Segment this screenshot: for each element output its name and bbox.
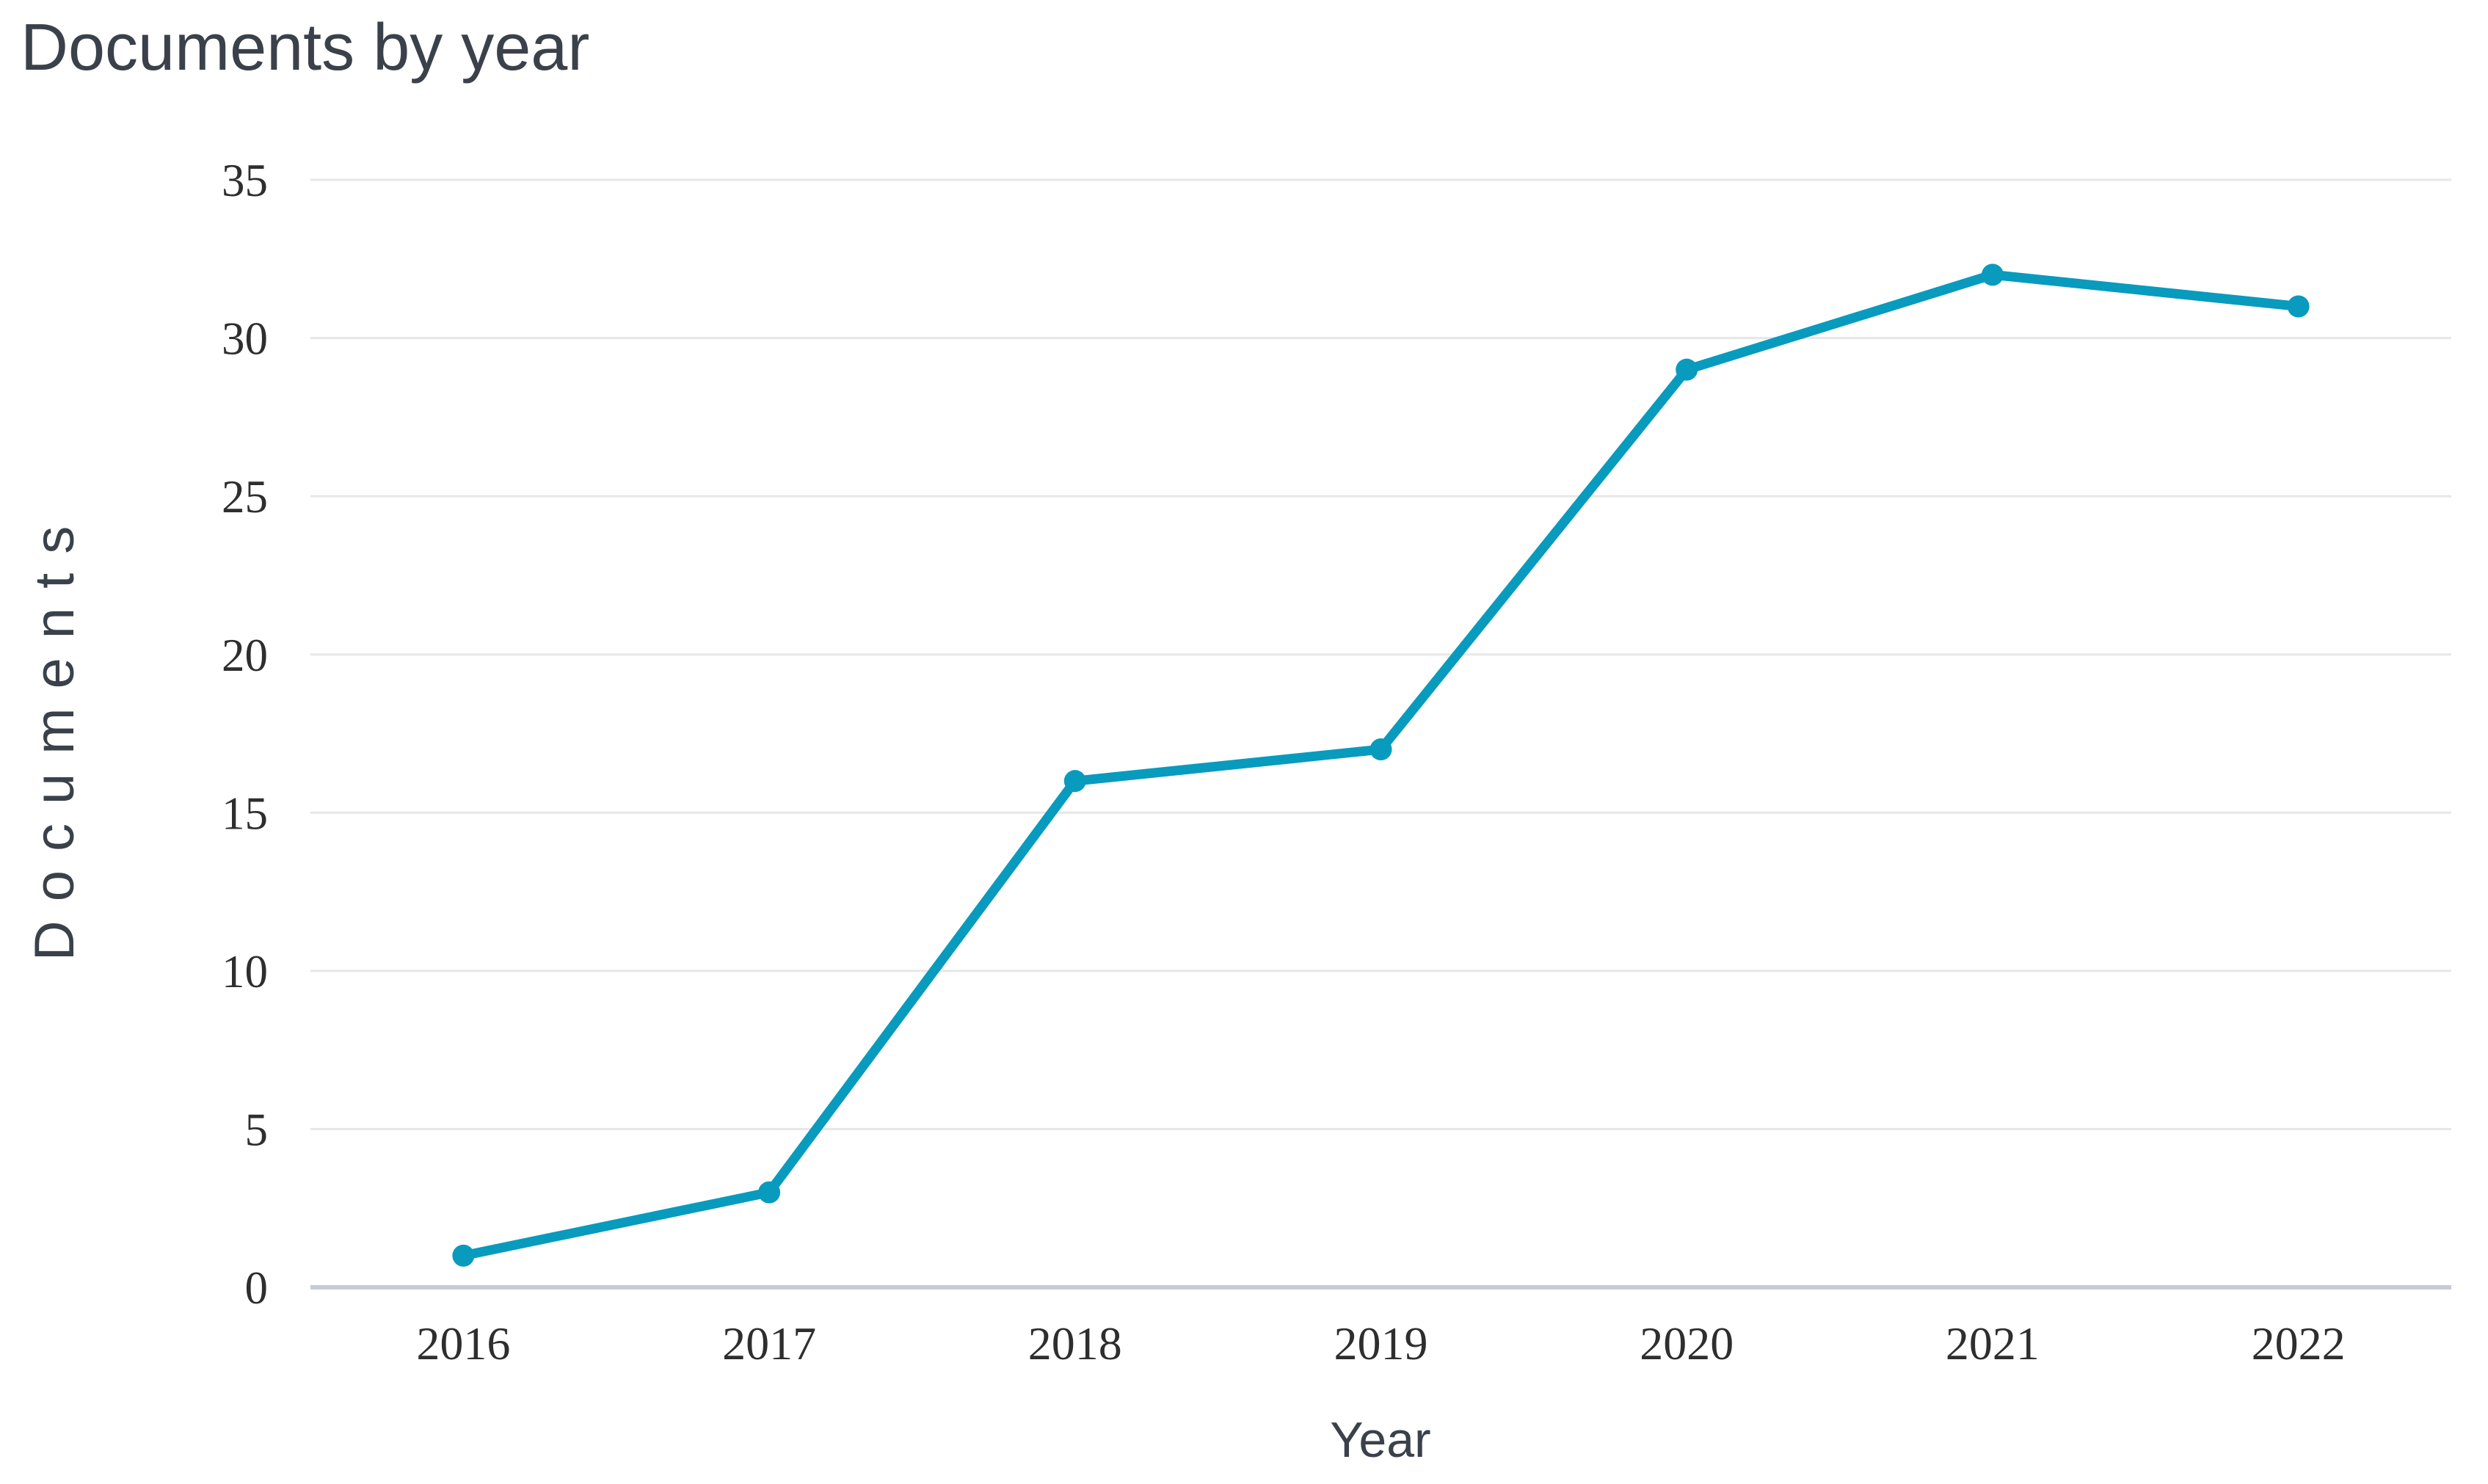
chart-title: Documents by year: [21, 11, 590, 84]
x-axis-title: Year: [1330, 1412, 1430, 1468]
y-axis-title: Documents: [23, 507, 86, 961]
x-tick-label-2019: 2019: [1334, 1317, 1428, 1370]
data-point-2018[interactable]: [1063, 770, 1086, 793]
y-tick-label-15: 15: [222, 788, 268, 839]
data-point-2020[interactable]: [1676, 358, 1698, 381]
data-point-2017[interactable]: [758, 1181, 781, 1204]
x-tick-label-2017: 2017: [722, 1317, 816, 1370]
y-axis-tick-labels: 0 5 10 15 20 25 30 35: [222, 155, 268, 1314]
x-tick-label-2016: 2016: [416, 1317, 510, 1370]
y-tick-label-5: 5: [245, 1104, 269, 1155]
data-point-2022[interactable]: [2287, 295, 2310, 318]
x-axis-tick-labels: 2016 2017 2018 2019 2020 2021 2022: [416, 1317, 2345, 1370]
x-tick-label-2018: 2018: [1028, 1317, 1122, 1370]
y-tick-label-30: 30: [222, 313, 268, 365]
data-point-2019[interactable]: [1370, 738, 1392, 761]
y-tick-label-0: 0: [245, 1262, 269, 1314]
gridlines-group: [310, 178, 2451, 1290]
data-point-2021[interactable]: [1981, 263, 2004, 286]
x-tick-label-2021: 2021: [1946, 1317, 2040, 1370]
y-tick-label-20: 20: [222, 630, 268, 681]
y-tick-label-25: 25: [222, 471, 268, 523]
documents-series: [452, 263, 2310, 1267]
documents-line: [458, 269, 2304, 1261]
x-tick-label-2022: 2022: [2252, 1317, 2346, 1370]
y-tick-label-35: 35: [222, 155, 268, 206]
y-tick-label-10: 10: [222, 946, 268, 997]
data-point-2016[interactable]: [452, 1244, 475, 1267]
x-tick-label-2020: 2020: [1640, 1317, 1734, 1370]
